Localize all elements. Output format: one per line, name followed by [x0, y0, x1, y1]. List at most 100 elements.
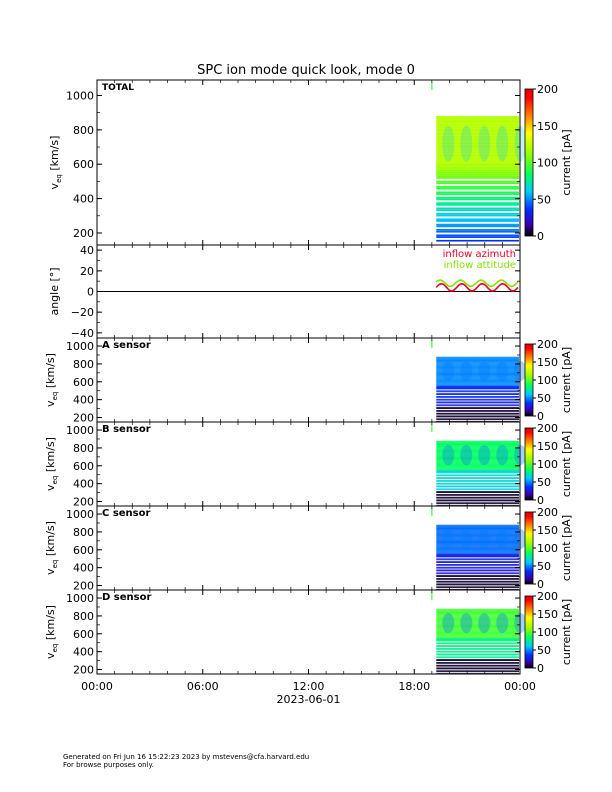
data-start-marker — [431, 340, 433, 348]
spectrogram-ripple — [460, 360, 473, 382]
spectrogram-band — [436, 637, 519, 639]
spectrogram-band — [436, 544, 519, 546]
y-tick-label: 200 — [73, 580, 94, 593]
spectrogram-band — [436, 119, 519, 122]
spectrogram-band — [436, 400, 519, 402]
y-axis-label: veq [km/s] — [44, 605, 59, 659]
spectrogram-band — [436, 609, 519, 611]
spectrogram-band — [436, 451, 519, 452]
spectrogram-band — [436, 639, 519, 641]
colorbar — [524, 343, 534, 417]
spectrogram-band — [436, 178, 519, 181]
spectrogram-band — [436, 142, 519, 145]
spectrogram-band — [436, 207, 519, 210]
spectrogram-band — [436, 579, 519, 581]
colorbar-tick-label: 0 — [537, 578, 544, 591]
spectrogram-band — [436, 148, 519, 151]
y-axis-label-symbol: v — [44, 400, 57, 407]
y-axis-label-unit: [km/s] — [44, 605, 57, 644]
spectrogram-band — [436, 394, 519, 396]
data-start-marker — [431, 424, 433, 432]
spectrogram-band — [436, 232, 519, 235]
spectrogram-band — [436, 440, 519, 442]
spectrogram-band — [436, 608, 519, 610]
spectrogram-ripple — [496, 528, 509, 550]
spectrogram-band — [436, 667, 519, 669]
spectrogram-band — [436, 395, 519, 397]
spectrogram-band — [436, 619, 519, 621]
spectrogram-band — [436, 567, 519, 569]
series-inflow-azimuth — [435, 282, 519, 292]
spectrogram-band — [436, 568, 519, 570]
spectrogram-band — [436, 666, 519, 668]
spectrogram-band — [436, 648, 519, 650]
spectrogram-band — [436, 574, 519, 576]
spectrogram-band — [436, 150, 519, 152]
spectrogram-band — [436, 534, 519, 536]
panel-3: 200 400 600 800 1000 veq [km/s] B sensor 0 50 100… — [44, 421, 573, 509]
footer-generated: Generated on Fri Jun 16 15:22:23 2023 by… — [63, 753, 310, 761]
spectrogram-band — [436, 173, 519, 176]
spectrogram-band — [436, 236, 519, 238]
spectrogram-band — [436, 626, 519, 628]
spectrogram-band — [436, 391, 519, 393]
panel-label: B sensor — [102, 424, 151, 435]
spectrogram-band — [436, 412, 519, 414]
spectrogram-band — [436, 478, 519, 479]
y-axis-label-symbol: v — [44, 484, 57, 491]
panel-5: 200 400 600 800 1000 veq [km/s] D sensor 0 50 100… — [44, 589, 573, 677]
spectrogram-band — [436, 418, 519, 420]
colorbar-tick-label: 100 — [537, 542, 558, 555]
y-tick-label: 200 — [73, 496, 94, 509]
y-axis-label-unit: [km/s] — [44, 353, 57, 392]
spectrogram-band — [436, 209, 519, 212]
spectrogram-ripple — [496, 360, 509, 382]
y-tick-label: −20 — [71, 306, 94, 319]
spectrogram-band — [436, 476, 519, 478]
spectrogram-band — [436, 627, 519, 629]
y-axis-label-symbol: v — [44, 652, 57, 659]
spectrogram-band — [436, 495, 519, 497]
colorbar — [524, 88, 534, 237]
spectrogram-band — [436, 669, 519, 671]
spectrogram-band — [436, 472, 519, 474]
spectrogram-band — [436, 455, 519, 457]
spectrogram-band — [436, 444, 519, 446]
spectrogram-band — [436, 481, 519, 483]
y-axis-label-subscript: eq — [55, 174, 63, 183]
y-tick-label: 400 — [73, 394, 94, 407]
spectrogram-band — [436, 408, 519, 409]
spectrogram-band — [436, 230, 519, 233]
spectrogram-band — [436, 556, 519, 558]
panel-label: D sensor — [102, 592, 151, 603]
spectrogram-band — [436, 408, 519, 410]
y-axis-label-symbol: v — [48, 182, 61, 189]
spectrogram-band — [436, 616, 519, 618]
spectrogram-band — [436, 617, 519, 619]
spectrogram-band — [436, 656, 519, 658]
spectrogram-band — [436, 545, 519, 547]
spectrogram-band — [436, 575, 519, 577]
spectrogram-band — [436, 533, 519, 535]
spectrogram-band — [436, 529, 519, 531]
y-axis-label-unit: [km/s] — [44, 437, 57, 476]
spectrogram-band — [436, 551, 519, 553]
spectrogram-band — [436, 458, 519, 460]
spectrogram-band — [436, 486, 519, 488]
spectrogram-band — [436, 205, 519, 208]
spectrogram-band — [436, 377, 519, 379]
spectrogram-band — [436, 229, 519, 231]
spectrogram-band — [436, 587, 519, 589]
y-tick-label: 400 — [73, 646, 94, 659]
spectrogram-band — [436, 180, 519, 183]
spectrogram-band — [436, 492, 519, 493]
spectrogram-band — [436, 612, 519, 614]
spectrogram-band — [436, 541, 519, 543]
spectrogram-band — [436, 573, 519, 575]
colorbar-tick-label: 50 — [537, 392, 551, 405]
spectrogram-band — [436, 547, 519, 549]
spectrogram-ripple — [460, 125, 473, 162]
spectrogram-band — [436, 420, 519, 422]
spectrogram-band — [436, 193, 519, 195]
